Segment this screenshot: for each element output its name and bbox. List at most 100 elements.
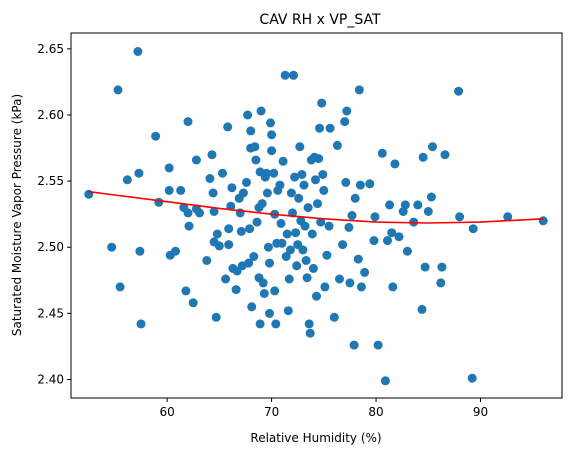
data-point [211, 312, 221, 322]
data-point [325, 123, 335, 133]
data-point [400, 200, 410, 210]
data-point [250, 142, 260, 152]
data-point [313, 199, 322, 209]
data-point [303, 203, 313, 213]
data-point [314, 154, 324, 164]
data-point [302, 273, 312, 283]
data-point [107, 242, 117, 252]
data-point [311, 175, 320, 185]
data-point [282, 229, 292, 239]
data-point [181, 286, 191, 296]
data-point [256, 106, 266, 116]
data-point [341, 177, 351, 187]
data-point [258, 278, 268, 288]
trend-line [88, 190, 544, 224]
data-point [308, 263, 318, 273]
y-tick-label: 2.55 [37, 174, 64, 188]
data-point [176, 185, 186, 195]
y-tick-label: 2.65 [37, 42, 64, 56]
data-point [305, 328, 315, 338]
data-point [423, 207, 433, 216]
plot-area [70, 32, 563, 399]
data-point [436, 278, 446, 288]
data-point [266, 118, 275, 128]
y-axis-label: Saturated Moisture Vapor Pressure (kPa) [10, 94, 24, 336]
data-points [84, 47, 548, 386]
data-point [265, 308, 274, 318]
data-point [135, 246, 145, 256]
data-point [295, 142, 305, 152]
data-point [324, 221, 334, 231]
data-point [344, 222, 354, 232]
data-point [365, 179, 375, 189]
data-point [184, 221, 194, 231]
y-tick-label: 2.45 [37, 306, 64, 320]
data-point [356, 282, 366, 292]
data-point [281, 252, 291, 261]
x-axis-label: Relative Humidity (%) [250, 431, 381, 445]
data-point [218, 168, 227, 178]
data-point [353, 254, 363, 264]
x-tick-label: 80 [368, 405, 383, 419]
data-point [151, 131, 161, 141]
data-point [385, 200, 395, 210]
data-point [207, 150, 217, 160]
y-tick-label: 2.60 [37, 108, 64, 122]
data-point [322, 250, 332, 260]
data-point [84, 189, 94, 199]
data-point [236, 226, 246, 236]
data-point [377, 148, 387, 158]
data-point [244, 258, 254, 268]
data-point [335, 274, 344, 284]
data-point [503, 212, 513, 222]
data-point [300, 221, 310, 231]
data-point [224, 240, 234, 250]
y-axis: 2.40 2.45 2.50 2.55 2.60 2.65 [37, 42, 71, 386]
data-point [202, 256, 212, 265]
y-tick-label: 2.50 [37, 240, 64, 254]
data-point [259, 289, 269, 298]
data-point [269, 168, 279, 178]
data-point [246, 126, 256, 136]
data-point [283, 306, 293, 316]
data-point [387, 228, 397, 238]
data-point [338, 240, 348, 250]
data-point [418, 152, 428, 162]
data-point [255, 319, 265, 329]
data-point [437, 262, 447, 272]
data-point [276, 218, 286, 228]
data-point [350, 193, 360, 203]
data-point [319, 185, 329, 195]
data-point [221, 274, 231, 284]
data-point [284, 274, 294, 284]
x-axis: 60 70 80 90 [159, 398, 488, 419]
data-point [183, 208, 193, 218]
data-point [298, 245, 308, 255]
data-point [394, 232, 404, 242]
data-point [195, 208, 204, 218]
data-point [312, 291, 321, 301]
data-point [270, 286, 280, 296]
data-point [454, 86, 464, 96]
data-point [183, 117, 193, 127]
data-point [164, 185, 174, 195]
data-point [212, 229, 222, 239]
data-point [242, 177, 251, 187]
data-point [171, 246, 180, 256]
data-point [370, 212, 380, 222]
data-point [113, 85, 123, 95]
data-point [262, 188, 272, 198]
data-point [373, 340, 383, 350]
data-point [301, 256, 311, 265]
data-point [538, 216, 548, 226]
data-point [320, 282, 330, 292]
data-point [263, 242, 273, 252]
data-point [455, 212, 465, 222]
data-point [238, 188, 248, 198]
data-point [383, 236, 392, 246]
data-point [426, 192, 436, 202]
data-point [115, 282, 125, 292]
data-point [388, 282, 398, 292]
